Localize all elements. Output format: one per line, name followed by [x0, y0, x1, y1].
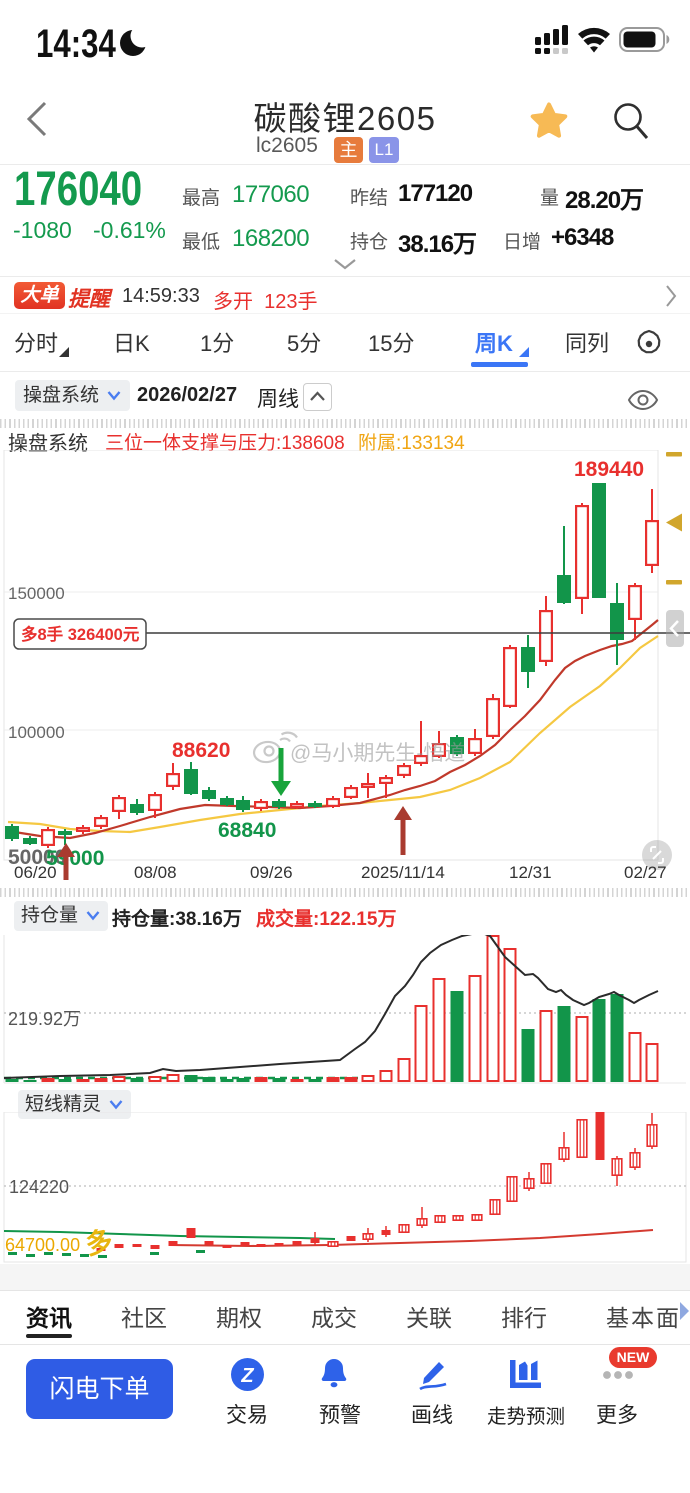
svg-text:88620: 88620 — [172, 739, 230, 762]
svg-text:189440: 189440 — [574, 458, 644, 481]
svg-text:219.92万: 219.92万 — [8, 1009, 81, 1029]
svg-text:多8手 326400元: 多8手 326400元 — [21, 624, 140, 644]
svg-text:50000: 50000 — [8, 846, 66, 869]
svg-text:Z: Z — [240, 1365, 254, 1387]
svg-text:124220: 124220 — [9, 1177, 69, 1197]
svg-text:68840: 68840 — [218, 819, 276, 842]
svg-text:150000: 150000 — [8, 584, 65, 603]
svg-text:64700.00: 64700.00 — [5, 1235, 80, 1255]
svg-text:@马小期先生-悟道: @马小期先生-悟道 — [290, 742, 465, 765]
svg-text:多: 多 — [83, 1225, 116, 1260]
svg-text:100000: 100000 — [8, 723, 65, 742]
